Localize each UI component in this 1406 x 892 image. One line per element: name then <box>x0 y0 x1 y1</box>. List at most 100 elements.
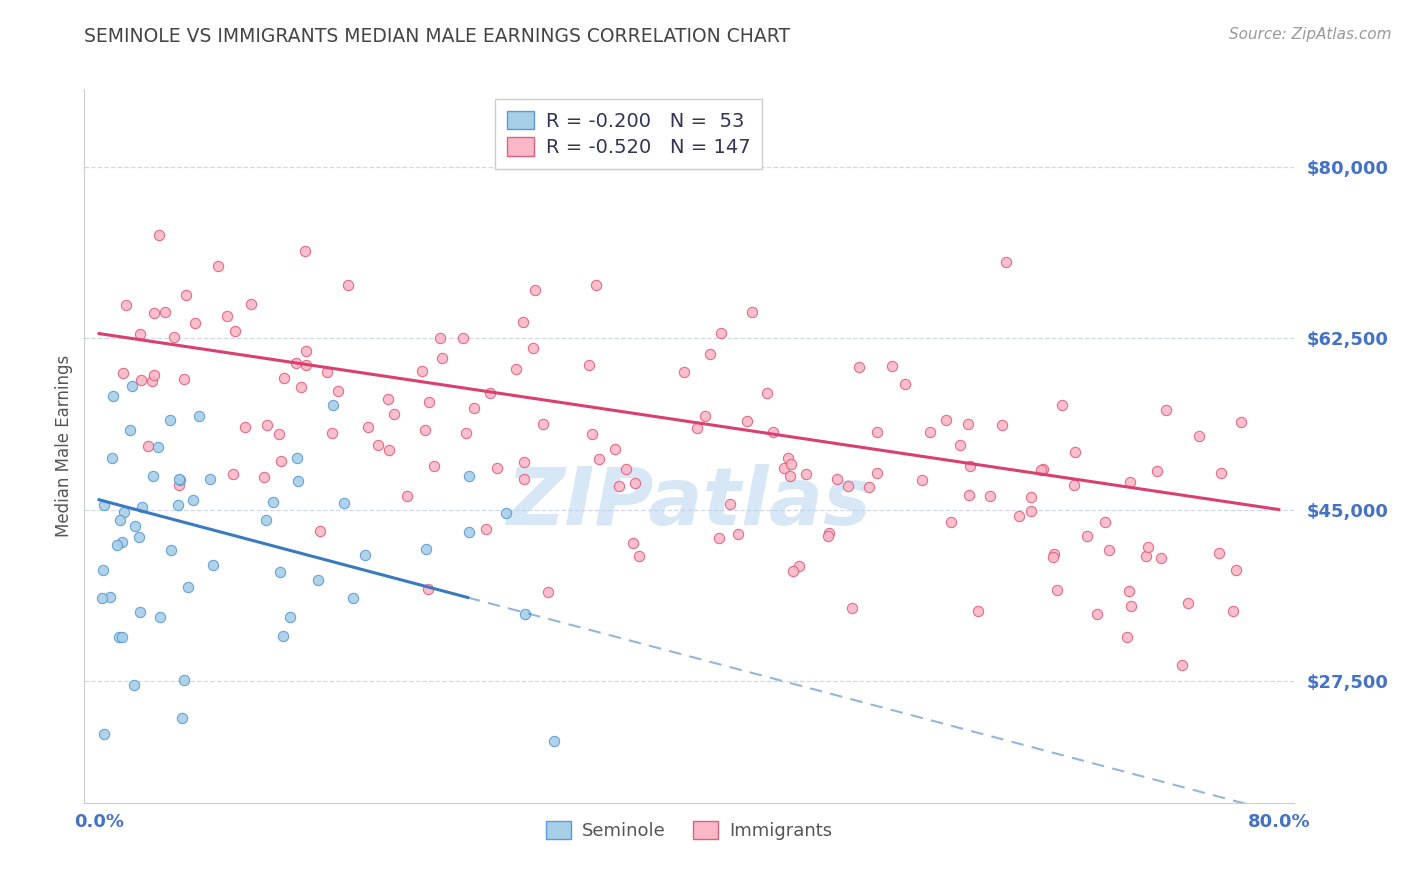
Point <box>93 563 115 577</box>
Point <box>294 244 316 258</box>
Point <box>284 356 307 370</box>
Point <box>295 344 318 359</box>
Point <box>479 386 502 401</box>
Point <box>1171 658 1194 673</box>
Point <box>605 442 627 456</box>
Point <box>627 549 650 563</box>
Point <box>1064 445 1087 459</box>
Point <box>101 450 124 465</box>
Point <box>880 359 903 374</box>
Point <box>935 412 957 426</box>
Point <box>138 439 160 453</box>
Point <box>149 609 172 624</box>
Y-axis label: Median Male Earnings: Median Male Earnings <box>55 355 73 537</box>
Point <box>979 489 1001 503</box>
Point <box>121 378 143 392</box>
Point <box>718 497 741 511</box>
Point <box>959 458 981 473</box>
Point <box>794 467 817 481</box>
Point <box>1052 398 1074 412</box>
Point <box>533 417 555 432</box>
Point <box>1032 461 1054 475</box>
Point <box>817 529 839 543</box>
Point <box>543 734 565 748</box>
Point <box>456 425 478 440</box>
Point <box>270 454 292 468</box>
Point <box>326 384 349 398</box>
Point <box>287 474 309 488</box>
Point <box>367 437 389 451</box>
Point <box>224 324 246 338</box>
Point <box>415 542 437 557</box>
Point <box>337 277 360 292</box>
Point <box>162 330 184 344</box>
Point <box>994 255 1017 269</box>
Point <box>101 389 124 403</box>
Point <box>207 259 229 273</box>
Point <box>167 471 190 485</box>
Point <box>115 298 138 312</box>
Point <box>176 580 198 594</box>
Point <box>920 425 942 439</box>
Point <box>948 438 970 452</box>
Point <box>537 585 560 599</box>
Point <box>357 420 380 434</box>
Point <box>710 326 733 340</box>
Point <box>108 630 131 644</box>
Point <box>143 306 166 320</box>
Point <box>957 488 980 502</box>
Point <box>1146 465 1168 479</box>
Point <box>495 506 517 520</box>
Point <box>1188 428 1211 442</box>
Point <box>523 284 546 298</box>
Point <box>451 331 474 345</box>
Point <box>1135 549 1157 564</box>
Text: SEMINOLE VS IMMIGRANTS MEDIAN MALE EARNINGS CORRELATION CHART: SEMINOLE VS IMMIGRANTS MEDIAN MALE EARNI… <box>84 27 790 45</box>
Point <box>1043 547 1066 561</box>
Point <box>1046 582 1069 597</box>
Point <box>202 558 225 572</box>
Point <box>1154 403 1177 417</box>
Point <box>253 469 276 483</box>
Point <box>142 368 165 383</box>
Point <box>1136 540 1159 554</box>
Point <box>817 525 839 540</box>
Point <box>322 398 344 412</box>
Point <box>581 427 603 442</box>
Point <box>416 582 439 597</box>
Point <box>333 496 356 510</box>
Point <box>200 472 222 486</box>
Point <box>1150 551 1173 566</box>
Point <box>699 347 721 361</box>
Point <box>463 401 485 416</box>
Point <box>285 451 308 466</box>
Point <box>779 457 801 471</box>
Point <box>485 460 508 475</box>
Point <box>956 417 979 431</box>
Point <box>1119 475 1142 489</box>
Point <box>458 524 481 539</box>
Point <box>1076 529 1098 543</box>
Point <box>607 479 630 493</box>
Point <box>623 536 645 550</box>
Point <box>779 469 801 483</box>
Point <box>432 351 454 365</box>
Point <box>911 473 934 487</box>
Point <box>254 513 277 527</box>
Point <box>1019 490 1042 504</box>
Point <box>1209 466 1232 480</box>
Point <box>776 450 799 465</box>
Point <box>967 604 990 618</box>
Point <box>396 489 419 503</box>
Point <box>513 455 536 469</box>
Point <box>1118 584 1140 599</box>
Point <box>269 426 291 441</box>
Point <box>1177 596 1199 610</box>
Point <box>848 359 870 374</box>
Point <box>215 310 238 324</box>
Point <box>457 468 479 483</box>
Point <box>122 678 145 692</box>
Point <box>316 365 339 379</box>
Point <box>377 442 399 457</box>
Legend: Seminole, Immigrants: Seminole, Immigrants <box>538 814 839 847</box>
